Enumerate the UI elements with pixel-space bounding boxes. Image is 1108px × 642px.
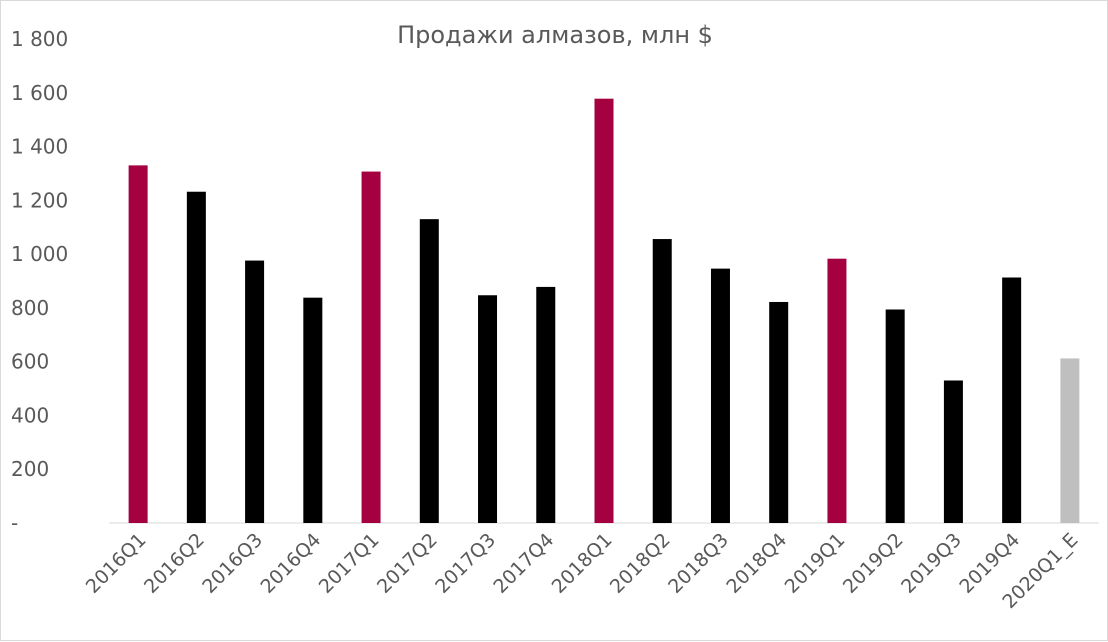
bar-2019q3: [943, 380, 963, 523]
bar-2019q4: [1002, 277, 1022, 523]
x-tick-label: 2019Q3: [897, 529, 966, 598]
x-tick-label: 2017Q3: [431, 529, 500, 598]
y-tick-label: 1 600: [11, 81, 68, 105]
y-tick-label: 1 200: [11, 188, 68, 212]
bar-2017q1: [361, 171, 381, 523]
bar-2017q3: [478, 295, 498, 523]
x-tick-label: 2017Q1: [315, 529, 384, 598]
bar-2018q2: [652, 239, 672, 523]
x-tick-label: 2018Q3: [664, 529, 733, 598]
x-tick-label: 2018Q2: [606, 529, 675, 598]
bar-2016q1: [128, 165, 148, 523]
x-tick-label: 2017Q4: [489, 529, 558, 598]
x-tick-label: 2016Q1: [82, 529, 151, 598]
x-tick-label: 2018Q1: [548, 529, 617, 598]
bar-2018q1: [594, 98, 614, 524]
y-tick-label: 1 800: [11, 27, 68, 51]
y-tick-label: 1 400: [11, 135, 68, 159]
x-tick-label: 2019Q2: [839, 529, 908, 598]
y-tick-label: -: [11, 511, 18, 535]
x-tick-label: 2016Q4: [256, 529, 325, 598]
x-tick-label: 2016Q2: [140, 529, 209, 598]
bar-2020q1_e: [1060, 358, 1080, 523]
x-tick-label: 2018Q4: [722, 529, 791, 598]
bars-group: [128, 98, 1080, 524]
x-tick-label: 2019Q1: [781, 529, 850, 598]
bar-2016q2: [186, 191, 206, 523]
x-tick-label: 2016Q3: [198, 529, 267, 598]
bar-2019q1: [827, 258, 847, 523]
bar-2018q4: [769, 301, 789, 523]
bar-2019q2: [885, 309, 905, 523]
bar-2016q3: [245, 260, 265, 523]
y-axis-ticks: - 200 400 600 800 1 000 1 200 1 400 1 600 1 800: [11, 27, 68, 535]
bar-2017q2: [419, 219, 439, 523]
bar-2018q3: [710, 268, 730, 523]
y-tick-label: 800: [11, 296, 49, 320]
bar-2017q4: [536, 286, 556, 523]
x-axis-ticks: 2016Q12016Q22016Q32016Q42017Q12017Q22017…: [82, 529, 1083, 613]
bar-2016q4: [303, 297, 323, 523]
x-tick-label: 2017Q2: [373, 529, 442, 598]
y-tick-label: 600: [11, 350, 49, 374]
chart-title: Продажи алмазов, млн $: [397, 21, 713, 49]
y-tick-label: 400: [11, 403, 49, 427]
y-tick-label: 200: [11, 457, 49, 481]
y-tick-label: 1 000: [11, 242, 68, 266]
